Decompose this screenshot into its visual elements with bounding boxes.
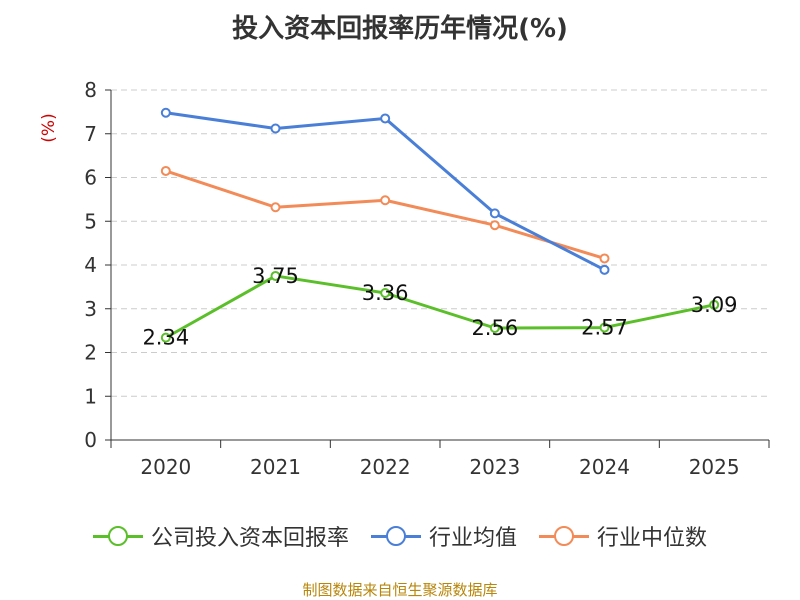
data-point (489, 323, 500, 333)
legend-item[interactable]: 行业均值 (370, 520, 517, 552)
grid-layer (111, 89, 769, 397)
series-line (165, 169, 605, 260)
data-point (270, 123, 281, 134)
y-tick-label: 2 (84, 341, 97, 365)
legend-marker (539, 526, 589, 546)
data-label: 3.36 (362, 281, 409, 305)
data-point (599, 264, 610, 275)
legend-marker (92, 526, 143, 546)
y-tick-label: 4 (84, 253, 97, 277)
series-line (165, 274, 715, 339)
data-point (489, 220, 500, 231)
y-tick-label: 8 (84, 78, 97, 102)
y-tick-label: 5 (84, 209, 97, 233)
legend-label: 行业均值 (428, 526, 517, 551)
y-tick-label: 7 (84, 122, 97, 146)
data-point (380, 288, 391, 298)
data-point (380, 195, 391, 206)
x-tick-label: 2021 (250, 455, 301, 479)
source-note: 制图数据来自恒生聚源数据库 (302, 581, 498, 599)
data-point (489, 208, 500, 219)
data-label: 3.75 (252, 264, 299, 288)
y-axis-label: (%) (39, 113, 59, 142)
legend-item[interactable]: 公司投入资本回报率 (92, 520, 349, 552)
y-tick-label: 3 (84, 297, 97, 321)
data-label: 3.09 (691, 293, 738, 317)
x-tick-label: 2025 (689, 455, 740, 479)
data-point (599, 253, 610, 264)
legend: 公司投入资本回报率 行业均值 行业中位数 (0, 520, 800, 552)
data-label: 2.34 (142, 326, 189, 350)
chart-title: 投入资本回报率历年情况(%) (232, 14, 568, 44)
legend-marker (370, 526, 421, 546)
legend-label: 公司投入资本回报率 (150, 526, 349, 551)
data-point (270, 202, 281, 213)
data-label: 2.56 (471, 316, 518, 340)
axis-layer: 0 1 2 3 4 5 6 7 8 2020 2021 2022 2023 2024 2025 (%) (39, 78, 770, 479)
x-tick-label: 2022 (360, 455, 411, 479)
y-tick-label: 1 (84, 384, 97, 408)
label-layer: 2.34 3.75 3.36 2.56 2.57 3.09 (142, 264, 737, 350)
y-tick-label: 0 (84, 428, 97, 452)
data-point (160, 165, 171, 176)
x-tick-label: 2024 (579, 455, 630, 479)
data-point (380, 113, 391, 124)
legend-item[interactable]: 行业中位数 (539, 520, 707, 552)
data-point (160, 332, 171, 343)
data-point (709, 299, 720, 310)
legend-label: 行业中位数 (597, 526, 708, 551)
x-tick-label: 2020 (140, 455, 191, 479)
data-point (270, 270, 281, 281)
data-label: 2.57 (581, 316, 628, 340)
series-layer (160, 107, 720, 343)
x-tick-label: 2023 (469, 455, 520, 479)
y-tick-label: 6 (84, 166, 97, 190)
data-point (599, 322, 610, 333)
data-point (160, 107, 171, 118)
